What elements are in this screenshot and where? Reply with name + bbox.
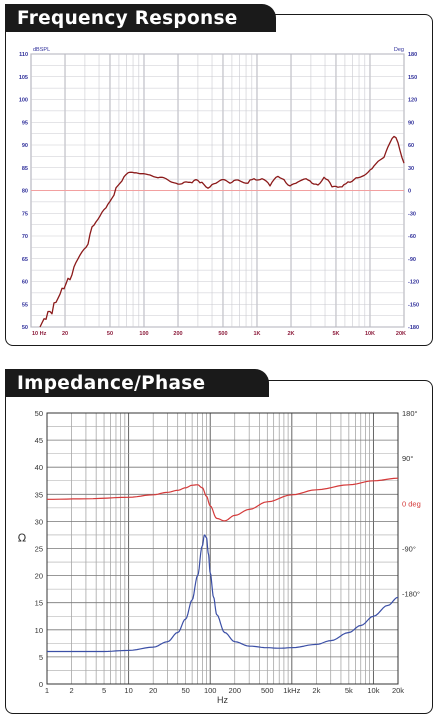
frequency-response-panel: [5, 14, 433, 346]
frequency-response-title: Frequency Response: [5, 4, 276, 32]
impedance-phase-title: Impedance/Phase: [5, 369, 269, 397]
impedance-phase-panel: [5, 380, 433, 714]
